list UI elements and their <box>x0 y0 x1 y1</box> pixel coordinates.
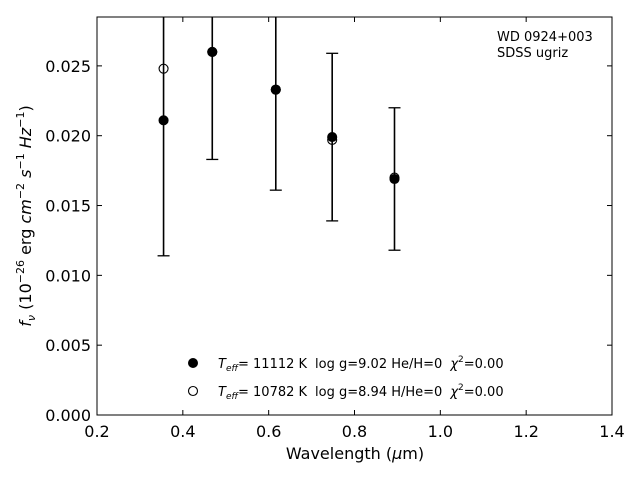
y-axis-label: fν (10−26 erg cm−2 s−1 Hz−1) <box>14 105 38 326</box>
tick-layer: 0.2 0.4 0.6 0.8 1.0 1.2 1.4 0.000 0.005 0.010 0.01… <box>45 17 625 441</box>
data-point-open <box>207 46 218 57</box>
x-tick-label: 1.4 <box>599 422 624 441</box>
y-axis-label-group: fν (10−26 erg cm−2 s−1 Hz−1) <box>14 105 38 326</box>
x-tick-label: 0.6 <box>256 422 281 441</box>
legend-marker-open <box>187 385 199 397</box>
data-point-open <box>389 172 400 183</box>
data-point-open <box>327 134 338 145</box>
annotation-object-name: WD 0924+003 <box>497 30 593 45</box>
y-tick-label: 0.015 <box>45 197 91 216</box>
data-point-filled <box>327 132 338 143</box>
data-point-open <box>270 84 281 95</box>
y-tick-label: 0.020 <box>45 127 91 146</box>
y-tick-label: 0.005 <box>45 336 91 355</box>
data-point-open <box>158 63 169 74</box>
y-tick-label: 0.025 <box>45 57 91 76</box>
x-tick-label: 0.8 <box>342 422 367 441</box>
y-tick-label: 0.010 <box>45 266 91 285</box>
x-axis-label: Wavelength (μm) <box>286 444 424 463</box>
x-tick-label: 0.4 <box>170 422 195 441</box>
plot-layer <box>157 17 401 257</box>
x-tick-label: 1.2 <box>513 422 538 441</box>
x-tick-label: 1.0 <box>428 422 453 441</box>
annotation-survey-name: SDSS ugriz <box>497 46 568 61</box>
legend-marker-filled <box>188 358 198 368</box>
data-point-filled <box>158 115 169 126</box>
x-tick-label: 0.2 <box>84 422 109 441</box>
y-tick-label: 0.000 <box>45 406 91 425</box>
